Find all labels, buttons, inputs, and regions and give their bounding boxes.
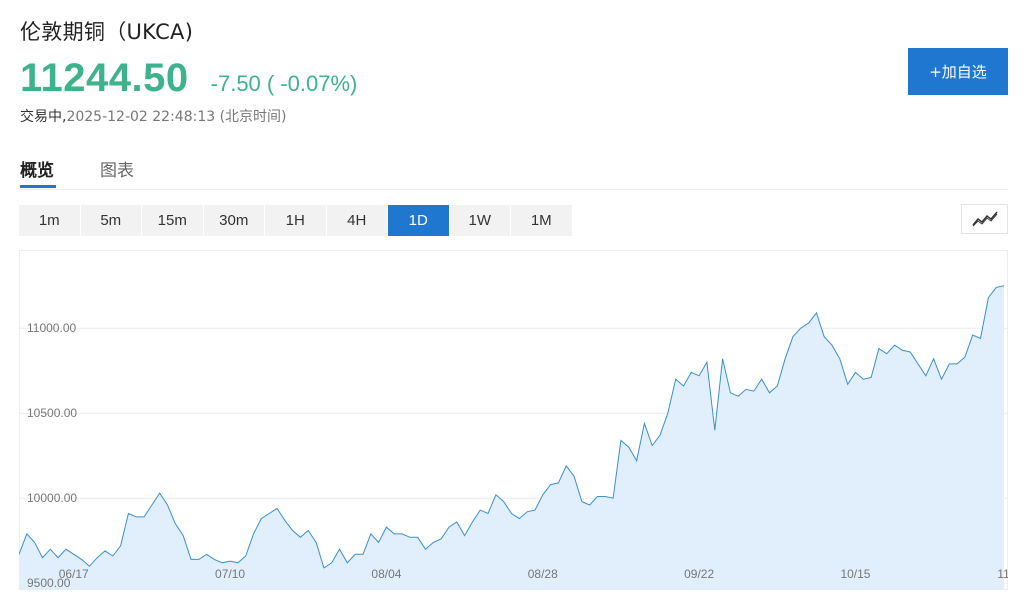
period-5m[interactable]: 5m	[81, 205, 142, 236]
x-tick-label: 09/22	[684, 567, 714, 581]
x-tick-label: 07/10	[215, 567, 245, 581]
last-price: 11244.50	[20, 56, 189, 100]
period-15m[interactable]: 15m	[142, 205, 204, 236]
price-change: -7.50 ( -0.07%)	[210, 71, 358, 96]
timestamp: 2025-12-02 22:48:13 (北京时间)	[66, 109, 287, 125]
price-chart: 9500.00 10000.00 10500.00 11000.00 06/17 07/…	[19, 250, 1008, 590]
tab-overview[interactable]: 概览	[20, 161, 54, 181]
line-chart-icon	[971, 211, 998, 227]
y-tick-label: 10000.00	[27, 491, 77, 505]
period-1m[interactable]: 1m	[19, 205, 81, 236]
x-tick-label: 06/17	[59, 567, 89, 581]
page-title: 伦敦期铜（UKCA)	[20, 20, 194, 44]
add-watchlist-button[interactable]: +加自选	[908, 48, 1008, 95]
series-line	[19, 285, 1005, 569]
period-4h[interactable]: 4H	[327, 205, 388, 236]
period-selector: 1m 5m 15m 30m 1H 4H 1D 1W 1M	[19, 205, 573, 236]
tab-bar: 概览 图表	[20, 150, 1008, 190]
price-chart-svg: 9500.00 10000.00 10500.00 11000.00 06/17 07/…	[19, 250, 1008, 590]
x-tick-label: 11/07	[997, 567, 1008, 581]
chart-type-button[interactable]	[961, 204, 1008, 234]
y-tick-label: 9500.00	[27, 576, 71, 590]
tab-chart[interactable]: 图表	[100, 161, 134, 181]
x-tick-label: 08/04	[371, 567, 401, 581]
price-row: 11244.50 -7.50 ( -0.07%)	[20, 56, 357, 101]
period-1mo[interactable]: 1M	[511, 205, 573, 236]
period-1h[interactable]: 1H	[265, 205, 327, 236]
y-tick-label: 10500.00	[27, 406, 77, 420]
status-label: 交易中,	[20, 109, 67, 125]
period-1w[interactable]: 1W	[450, 205, 511, 236]
y-tick-label: 11000.00	[27, 321, 76, 335]
market-status: 交易中,2025-12-02 22:48:13 (北京时间)	[20, 106, 287, 126]
active-tab-indicator	[20, 185, 56, 188]
x-tick-label: 08/28	[528, 567, 558, 581]
x-tick-label: 10/15	[840, 567, 870, 581]
series-area	[19, 285, 1004, 590]
period-1d[interactable]: 1D	[388, 205, 450, 236]
period-30m[interactable]: 30m	[204, 205, 265, 236]
